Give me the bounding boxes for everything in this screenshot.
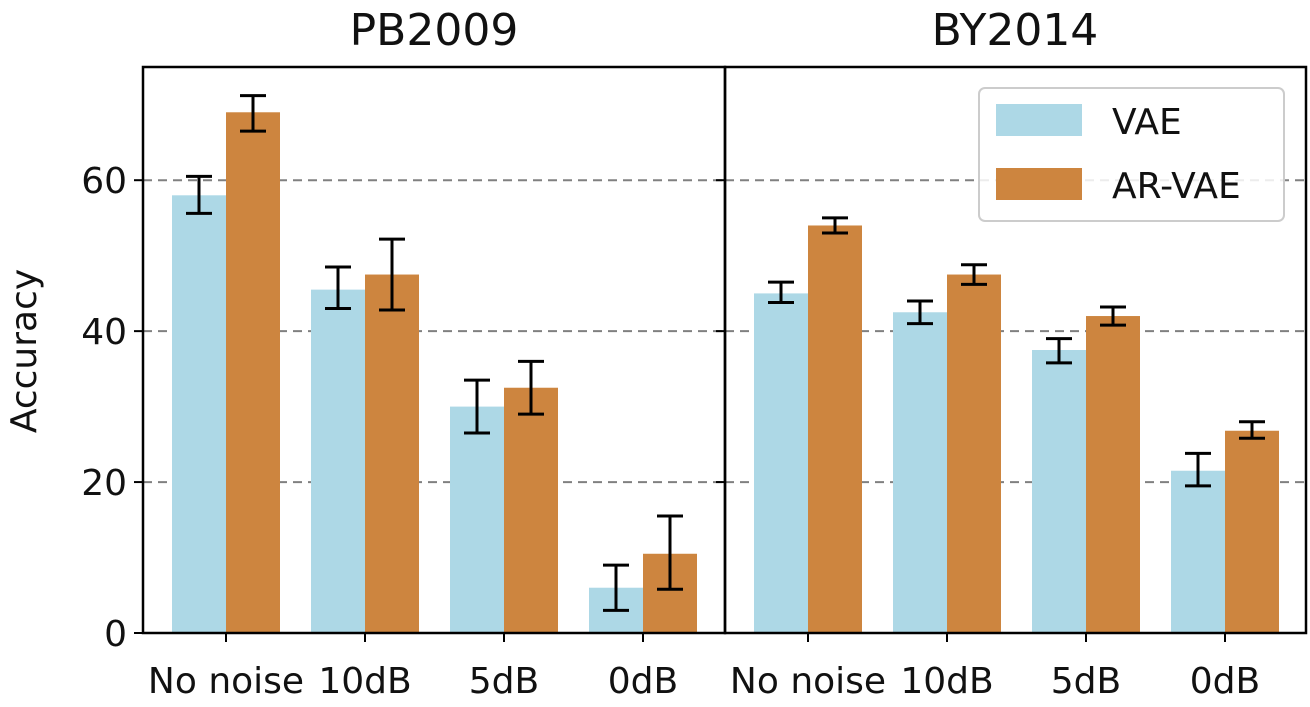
bar-vae [1032,350,1086,633]
error-bar [768,280,794,304]
y-tick-label: 60 [81,161,127,202]
legend-label-vae: VAE [1112,102,1182,143]
legend-swatch-ar-vae [996,168,1082,200]
bars [172,112,1279,634]
error-bar [325,265,351,310]
bar-ar-vae [226,112,280,633]
bar-ar-vae [947,274,1001,633]
y-tick-label: 20 [81,463,127,504]
error-bar [379,237,405,312]
panel-title-right: BY2014 [932,5,1099,56]
bar-vae [754,293,808,633]
panel-frame [723,65,1308,635]
legend: VAE AR-VAE [978,87,1285,222]
legend-swatch-vae [996,104,1082,136]
bar-vae [1171,470,1225,633]
bar-ar-vae [808,225,862,634]
error-bar [240,94,266,133]
error-bar [1046,337,1072,365]
x-tick-label: 10dB [900,661,993,702]
error-bar [518,359,544,416]
bar-ar-vae [1225,430,1279,633]
error-bars [186,94,1265,612]
bar-ar-vae [504,387,558,633]
x-tick-label: 0dB [608,661,678,702]
x-tick-label: 5dB [469,661,539,702]
ticks: No noise 10dB 5dB 0dB 0 20 40 60 No noise 10dB 5dB… [81,161,1260,702]
y-tick-label: 40 [81,312,127,353]
error-bar [961,263,987,286]
bar-vae [311,289,365,633]
axes-frame [141,65,1308,635]
error-bar [822,216,848,235]
error-bar [1185,451,1211,488]
y-axis-label: Accuracy [4,269,45,433]
x-tick-label: No noise [730,661,886,702]
x-tick-label: No noise [148,661,304,702]
error-bar [464,378,490,435]
bar-vae [172,195,226,633]
legend-label-ar-vae: AR-VAE [1112,166,1241,207]
error-bar [907,299,933,326]
bar-vae [450,406,504,633]
error-bar [657,514,683,591]
bar-ar-vae [1086,316,1140,633]
x-tick-label: 5dB [1051,661,1121,702]
x-tick-label: 0dB [1190,661,1260,702]
panel-title-left: PB2009 [350,5,519,56]
error-bar [1239,420,1265,440]
x-tick-label: 10dB [318,661,411,702]
bar-vae [893,312,947,633]
y-tick-label: 0 [104,614,127,655]
error-bar [603,563,629,612]
bar-ar-vae [365,274,419,633]
error-bar [1100,305,1126,327]
error-bar [186,174,212,215]
